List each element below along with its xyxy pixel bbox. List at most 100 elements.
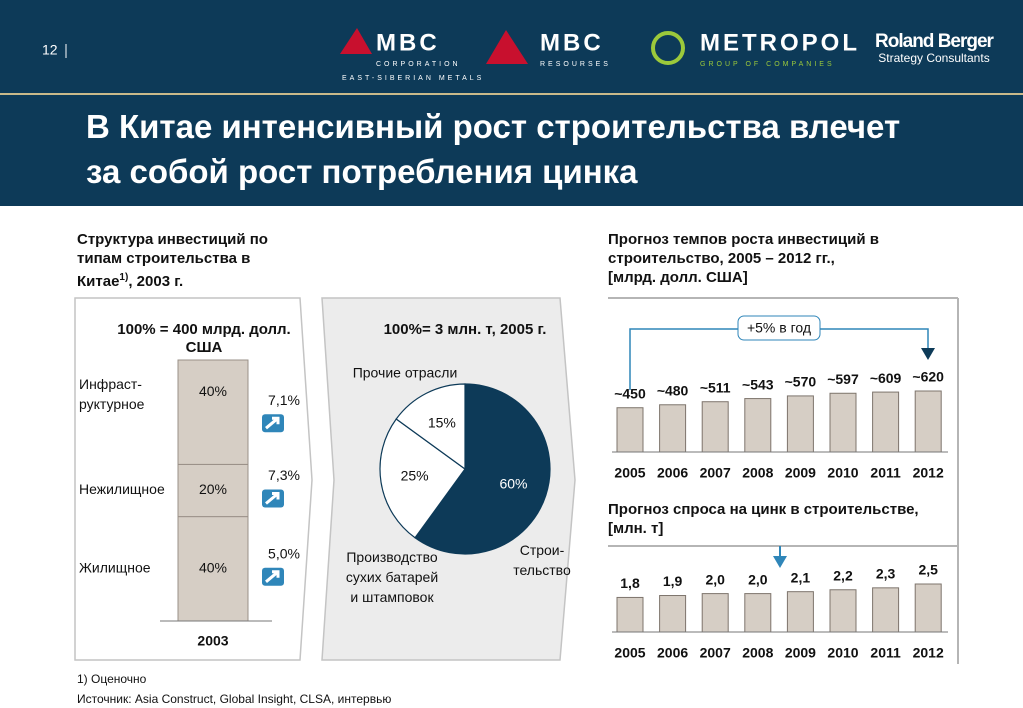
chart-title: Структура инвестиций по типам строительс… — [77, 230, 268, 291]
logo-name: MBC — [540, 29, 604, 56]
logo-subline: CORPORATION — [376, 61, 461, 68]
bar — [872, 587, 900, 633]
legend-label: Нежилищное — [79, 481, 165, 497]
bar — [914, 583, 942, 633]
x-tick-label: 2009 — [785, 465, 816, 481]
chart-subtitle: 100%= 3 млн. т, 2005 г. — [384, 321, 547, 338]
logo-name: MBC — [376, 29, 440, 56]
x-tick-label: 2007 — [700, 465, 731, 481]
value-label: 25% — [401, 468, 429, 484]
header-band — [0, 0, 1023, 206]
chart-title: Прогноз темпов роста инвестиций в строит… — [608, 231, 879, 286]
value-label: 40% — [199, 560, 227, 576]
value-label: ~543 — [742, 376, 774, 392]
logo-icon — [340, 28, 372, 54]
value-label: ~480 — [657, 382, 689, 398]
growth-label: 7,3% — [268, 467, 300, 483]
value-label: 1,9 — [663, 573, 683, 589]
x-tick-label: 2012 — [913, 465, 944, 481]
x-tick-label: 2012 — [913, 645, 944, 661]
chart-subtitle: 100% = 400 млрд. долл. США — [117, 321, 290, 356]
value-label: ~511 — [700, 379, 731, 395]
x-tick-label: 2005 — [614, 645, 645, 661]
x-tick-label: 2011 — [870, 465, 901, 481]
pie-slice — [379, 418, 466, 539]
logo-name: METROPOL — [700, 29, 860, 56]
bar — [616, 596, 644, 633]
annotation-box — [737, 315, 821, 341]
growth-arrow — [265, 492, 280, 505]
logo-subline: Strategy Consultants — [878, 51, 989, 65]
value-label: ~570 — [785, 374, 817, 390]
logo-icon — [486, 30, 528, 64]
x-tick-label: 2005 — [614, 465, 645, 481]
logo-icon — [651, 31, 685, 65]
footnote-mark: 1) — [119, 272, 129, 283]
bar — [701, 593, 729, 633]
category-label: Прочие отрасли — [353, 365, 458, 381]
value-label: ~620 — [912, 369, 944, 385]
value-label: 1,8 — [620, 575, 640, 591]
bar — [701, 401, 729, 453]
slide-title: В Китае интенсивный рост строительства в… — [86, 108, 901, 190]
value-label: ~450 — [614, 385, 646, 401]
bar — [616, 407, 644, 453]
bar-segment — [177, 359, 249, 465]
pie-slice — [395, 383, 466, 471]
bar — [829, 392, 857, 453]
value-label: 40% — [199, 383, 227, 399]
growth-arrow — [265, 416, 280, 430]
logo-subline: GROUP OF COMPANIES — [700, 61, 835, 68]
bar — [744, 398, 772, 453]
value-label: 2,3 — [876, 566, 896, 582]
x-tick-label: 2009 — [785, 645, 816, 661]
value-label: 2,0 — [748, 571, 768, 587]
bar — [786, 591, 814, 633]
x-tick-label: 2010 — [827, 465, 858, 481]
pie-slice — [414, 383, 551, 555]
footnote: 1) Оценочно — [77, 672, 147, 686]
growth-arrow — [265, 570, 280, 583]
x-tick-label: 2010 — [827, 645, 858, 661]
bar-segment — [177, 463, 249, 518]
value-label: 15% — [428, 414, 456, 430]
source-note: Источник: Asia Construct, Global Insight… — [77, 692, 392, 706]
marker-arrowhead — [773, 556, 787, 568]
logo-subline: EAST-SIBERIAN METALS — [342, 75, 484, 82]
bar — [659, 404, 687, 453]
value-label: 2,2 — [833, 567, 853, 583]
value-label: 2,5 — [918, 562, 938, 578]
x-tick-label: 2011 — [870, 645, 901, 661]
value-label: ~609 — [870, 370, 902, 386]
annotation: +5% в год — [747, 320, 811, 336]
legend-label: Жилищное — [79, 560, 151, 576]
bar — [786, 395, 814, 453]
value-label: ~597 — [827, 371, 859, 387]
value-label: 60% — [499, 475, 527, 491]
bar-segment — [177, 516, 249, 622]
chart-title-text: Структура инвестиций по типам строительс… — [77, 231, 268, 290]
bar — [829, 589, 857, 633]
value-label: 2,0 — [705, 571, 725, 587]
logo-subline: RESOURSES — [540, 61, 611, 68]
growth-label: 7,1% — [268, 392, 300, 408]
chart-title: Прогноз спроса на цинк в строительстве, … — [608, 501, 919, 537]
annotation-arrowhead — [921, 348, 935, 360]
category-label: Производство сухих батарей и штамповок — [346, 549, 438, 605]
x-tick-label: 2007 — [700, 645, 731, 661]
x-tick-label: 2003 — [197, 633, 228, 649]
chart-title-text: , 2003 г. — [128, 273, 184, 290]
x-tick-label: 2006 — [657, 645, 688, 661]
bar — [872, 391, 900, 453]
x-tick-label: 2006 — [657, 465, 688, 481]
value-label: 2,1 — [791, 569, 811, 585]
bar — [914, 390, 942, 453]
x-tick-label: 2008 — [742, 645, 773, 661]
value-label: 20% — [199, 481, 227, 497]
bar — [744, 593, 772, 633]
category-label: Строи-тельство — [513, 542, 571, 578]
page-number: 12 — [42, 42, 58, 58]
legend-label: Инфраст-руктурное — [79, 376, 145, 412]
